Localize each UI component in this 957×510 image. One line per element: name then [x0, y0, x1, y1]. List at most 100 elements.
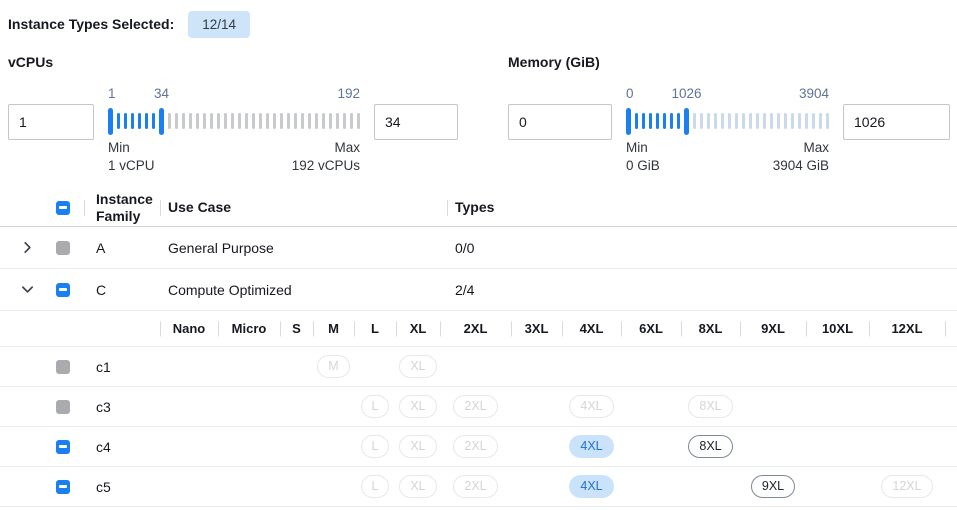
slider-tick-unselected — [231, 113, 234, 129]
size-badges-grid: M XL — [160, 347, 957, 386]
slider-tick-unselected — [210, 113, 213, 129]
slider-tick-selected — [642, 113, 645, 129]
slider-tick-unselected — [322, 113, 325, 129]
memory-max-input[interactable] — [843, 104, 950, 140]
size-badge-9xl[interactable]: 9XL — [750, 475, 796, 499]
slider-tick-unselected — [826, 113, 829, 129]
slider-tick-unselected — [308, 113, 311, 129]
slider-tick-selected — [124, 113, 127, 129]
slider-tick-unselected — [294, 113, 297, 129]
size-badge-4xl[interactable]: 4XL — [569, 435, 614, 459]
slider-tick-selected — [131, 113, 134, 129]
size-column-header: 9XL — [740, 311, 806, 346]
memory-min-input[interactable] — [508, 104, 612, 140]
slider-tick-unselected — [812, 113, 815, 129]
size-column-header: 3XL — [511, 311, 562, 346]
size-badge-8xl[interactable]: 8XL — [688, 435, 733, 459]
selected-count-badge: 12/14 — [188, 10, 251, 38]
size-badge-m: M — [317, 355, 350, 379]
slider-tick-unselected — [182, 113, 185, 129]
expand-chevron-icon[interactable] — [18, 238, 37, 257]
family-row: C Compute Optimized 2/4 — [0, 269, 957, 312]
slider-tick-selected — [117, 113, 120, 129]
slider-tick-unselected — [224, 113, 227, 129]
slider-tick-selected — [677, 113, 680, 129]
size-column-header: 6XL — [621, 311, 681, 346]
row-checkbox[interactable] — [56, 282, 70, 297]
slider-tick-unselected — [728, 113, 731, 129]
memory-filter-title: Memory (GiB) — [508, 54, 600, 70]
instance-type-name: c3 — [96, 398, 111, 415]
slider-tick-unselected — [189, 113, 192, 129]
memory-slider-track[interactable] — [626, 106, 829, 136]
slider-tick-selected — [670, 113, 673, 129]
slider-tick-unselected — [770, 113, 773, 129]
size-badge-4xl[interactable]: 4XL — [569, 475, 614, 499]
slider-tick-unselected — [805, 113, 808, 129]
slider-handle-min[interactable] — [108, 107, 113, 135]
instance-type-name: c5 — [96, 478, 111, 495]
memory-slider[interactable]: 0 1026 3904 Min 0 GiB Max 3904 GiB — [626, 86, 829, 174]
slider-tick-unselected — [357, 113, 360, 129]
family-row: A General Purpose 0/0 — [0, 227, 957, 270]
slider-tick-selected — [649, 113, 652, 129]
slider-tick-unselected — [203, 113, 206, 129]
row-checkbox[interactable] — [56, 479, 70, 494]
slider-tick-selected — [635, 113, 638, 129]
instance-table-body: A General Purpose 0/0 C Compute Optimized 2/4… — [0, 227, 957, 508]
selected-count-label: Instance Types Selected: — [8, 16, 175, 32]
filters-row: vCPUs 1 34 192 Min 1 vCPU Max — [0, 54, 957, 174]
slider-tick-unselected — [693, 113, 696, 129]
slider-handle-max[interactable] — [159, 107, 164, 135]
size-column-header: 4XL — [562, 311, 621, 346]
family-name: C — [96, 281, 107, 298]
size-column-header: S — [280, 311, 313, 346]
slider-tick-unselected — [280, 113, 283, 129]
row-checkbox — [56, 399, 70, 414]
vcpu-max-detail: 192 vCPUs — [291, 157, 360, 173]
slider-tick-unselected — [343, 113, 346, 129]
instance-type-row: c1 M XL — [0, 347, 957, 388]
size-badge-l: L — [360, 395, 390, 419]
size-column-header: 8XL — [681, 311, 740, 346]
slider-tick-unselected — [238, 113, 241, 129]
row-checkbox — [56, 240, 70, 255]
slider-tick-unselected — [315, 113, 318, 129]
selection-summary: Instance Types Selected: 12/14 — [0, 0, 957, 40]
vcpu-slider-min-label: 1 — [108, 86, 116, 101]
select-all-checkbox[interactable] — [56, 200, 70, 215]
vcpu-min-input[interactable] — [8, 104, 94, 140]
slider-tick-unselected — [819, 113, 822, 129]
memory-max-caption: Max — [803, 140, 829, 155]
vcpu-slider[interactable]: 1 34 192 Min 1 vCPU Max 192 vCPUs — [108, 86, 360, 174]
vcpu-slider-caption: Min 1 vCPU Max 192 vCPUs — [108, 139, 360, 174]
slider-tick-unselected — [798, 113, 801, 129]
slider-tick-unselected — [196, 113, 199, 129]
instance-type-name: c4 — [96, 438, 111, 455]
instance-table-header: Instance Family Use Case Types — [0, 189, 957, 228]
size-badges-grid: L XL 2XL 4XL 9XL 12XL — [160, 467, 957, 506]
slider-tick-selected — [656, 113, 659, 129]
slider-tick-unselected — [287, 113, 290, 129]
vcpu-max-input[interactable] — [374, 104, 458, 140]
size-column-header: Nano — [160, 311, 218, 346]
size-column-header: Micro — [218, 311, 280, 346]
row-checkbox — [56, 359, 70, 374]
slider-handle-min[interactable] — [626, 107, 631, 135]
use-case: Compute Optimized — [168, 281, 292, 298]
slider-tick-unselected — [700, 113, 703, 129]
vcpu-slider-track[interactable] — [108, 106, 360, 136]
slider-tick-unselected — [735, 113, 738, 129]
column-header-use-case: Use Case — [160, 199, 447, 216]
collapse-chevron-icon[interactable] — [18, 280, 37, 299]
row-checkbox[interactable] — [56, 439, 70, 454]
size-badge-2xl: 2XL — [453, 395, 498, 419]
slider-handle-max[interactable] — [684, 107, 689, 135]
family-name: A — [96, 239, 106, 256]
size-column-header: 2XL — [440, 311, 511, 346]
memory-slider-current-label: 1026 — [671, 86, 702, 101]
size-header-grid: Nano Micro S M L XL 2XL 3XL 4XL 6XL 8XL 9XL 10XL 12XL — [160, 311, 957, 346]
slider-tick-unselected — [714, 113, 717, 129]
slider-tick-unselected — [742, 113, 745, 129]
